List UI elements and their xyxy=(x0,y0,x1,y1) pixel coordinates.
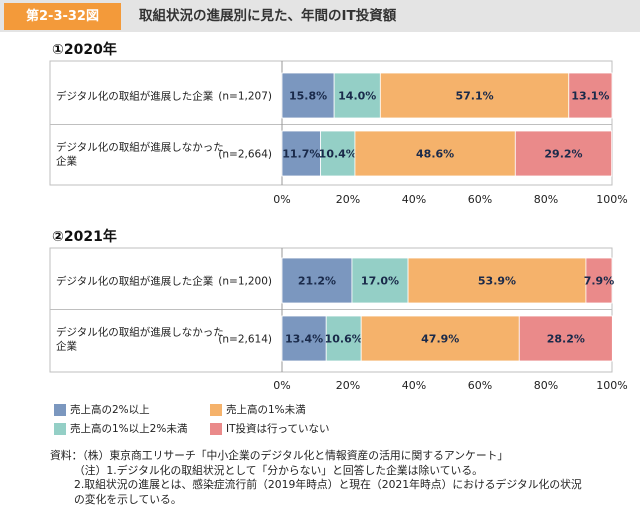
data-label: 47.9% xyxy=(421,333,459,346)
source-notes: 資料：（株）東京商工リサーチ「中小企業のデジタル化と情報資産の活用に関するアンケ… xyxy=(50,449,635,507)
tick-label: 40% xyxy=(402,379,426,392)
data-label: 13.4% xyxy=(285,333,323,346)
category-label: デジタル化の取組が進展しなかった xyxy=(56,141,224,154)
bar-segment xyxy=(351,257,409,304)
data-label: 10.6% xyxy=(325,333,363,346)
bar-segment xyxy=(281,72,335,119)
data-label: 13.1% xyxy=(571,90,609,103)
legend-label: 売上高の1%未満 xyxy=(226,404,306,416)
tick-label: 20% xyxy=(336,193,360,206)
note-2-cont: の変化を示している。 xyxy=(74,492,182,506)
tick-label: 60% xyxy=(468,193,492,206)
category-label: 企業 xyxy=(56,155,77,168)
legend: 売上高の2%以上 売上高の1%未満 売上高の1%以上2%未満 IT投資は行ってい… xyxy=(54,403,384,439)
stacked-bar-charts: デジタル化の取組が進展した企業 (n=1,207) 15.8% 14.0% 57.1% 1… xyxy=(49,60,628,392)
bar-segment xyxy=(320,130,356,177)
category-label: 企業 xyxy=(56,340,77,353)
bar-segment xyxy=(407,257,587,304)
legend-swatch xyxy=(54,423,66,435)
category-label: デジタル化の取組が進展した企業 xyxy=(56,90,214,103)
bar-segment xyxy=(518,315,613,362)
figure-header: 第2-3-32図 取組状況の進展別に見た、年間のIT投資額 xyxy=(0,0,640,32)
bar-segment xyxy=(325,315,362,362)
chart-title-2020: ①2020年 xyxy=(52,42,117,58)
legend-label: 売上高の2%以上 xyxy=(70,404,150,416)
chart-frame xyxy=(49,60,613,186)
bar-segment xyxy=(585,257,613,304)
legend-swatch xyxy=(210,423,222,435)
bar-segment xyxy=(354,130,516,177)
data-label: 29.2% xyxy=(544,148,582,161)
category-label: デジタル化の取組が進展した企業 xyxy=(56,275,214,288)
n-label: (n=1,207) xyxy=(218,91,272,103)
bar-segment xyxy=(568,72,613,119)
tick-label: 0% xyxy=(273,379,290,392)
note-source: 資料：（株）東京商工リサーチ「中小企業のデジタル化と情報資産の活用に関するアンケ… xyxy=(50,449,509,462)
figure-number-tag: 第2-3-32図 xyxy=(4,3,121,30)
figure-title: 取組状況の進展別に見た、年間のIT投資額 xyxy=(139,8,397,24)
data-label: 10.4% xyxy=(319,148,357,161)
tick-label: 20% xyxy=(336,379,360,392)
legend-swatch xyxy=(210,404,222,416)
n-label: (n=2,664) xyxy=(218,149,272,161)
legend-label: IT投資は行っていない xyxy=(226,423,330,435)
data-label: 57.1% xyxy=(455,90,493,103)
tick-label: 0% xyxy=(273,193,290,206)
n-label: (n=2,614) xyxy=(218,334,272,346)
bar-segment xyxy=(379,72,570,119)
data-label: 21.2% xyxy=(298,275,336,288)
note-2: 2.取組状況の進展とは、感染症流行前（2019年時点）と現在（2021年時点）に… xyxy=(74,478,582,491)
n-label: (n=1,200) xyxy=(218,276,272,288)
chart-title-2021: ②2021年 xyxy=(52,229,117,245)
data-label: 11.7% xyxy=(282,148,320,161)
data-label: 53.9% xyxy=(478,275,516,288)
tick-label: 80% xyxy=(534,193,558,206)
tick-label: 100% xyxy=(596,379,627,392)
bar-segment xyxy=(333,72,381,119)
legend-swatch xyxy=(54,404,66,416)
data-label: 14.0% xyxy=(338,90,376,103)
data-label: 28.2% xyxy=(547,333,585,346)
bar-segment xyxy=(281,130,322,177)
category-label: デジタル化の取組が進展しなかった xyxy=(56,326,224,339)
data-label: 15.8% xyxy=(289,90,327,103)
data-label: 17.0% xyxy=(361,275,399,288)
bar-segment xyxy=(281,315,327,362)
data-label: 48.6% xyxy=(416,148,454,161)
bar-segment xyxy=(514,130,613,177)
tick-label: 40% xyxy=(402,193,426,206)
tick-label: 100% xyxy=(596,193,627,206)
legend-label: 売上高の1%以上2%未満 xyxy=(70,423,188,435)
data-label: 7.9% xyxy=(584,275,615,288)
tick-label: 80% xyxy=(534,379,558,392)
bar-segment xyxy=(281,257,353,304)
tick-label: 60% xyxy=(468,379,492,392)
note-1: （注）1.デジタル化の取組状況として「分からない」と回答した企業は除いている。 xyxy=(74,463,483,477)
